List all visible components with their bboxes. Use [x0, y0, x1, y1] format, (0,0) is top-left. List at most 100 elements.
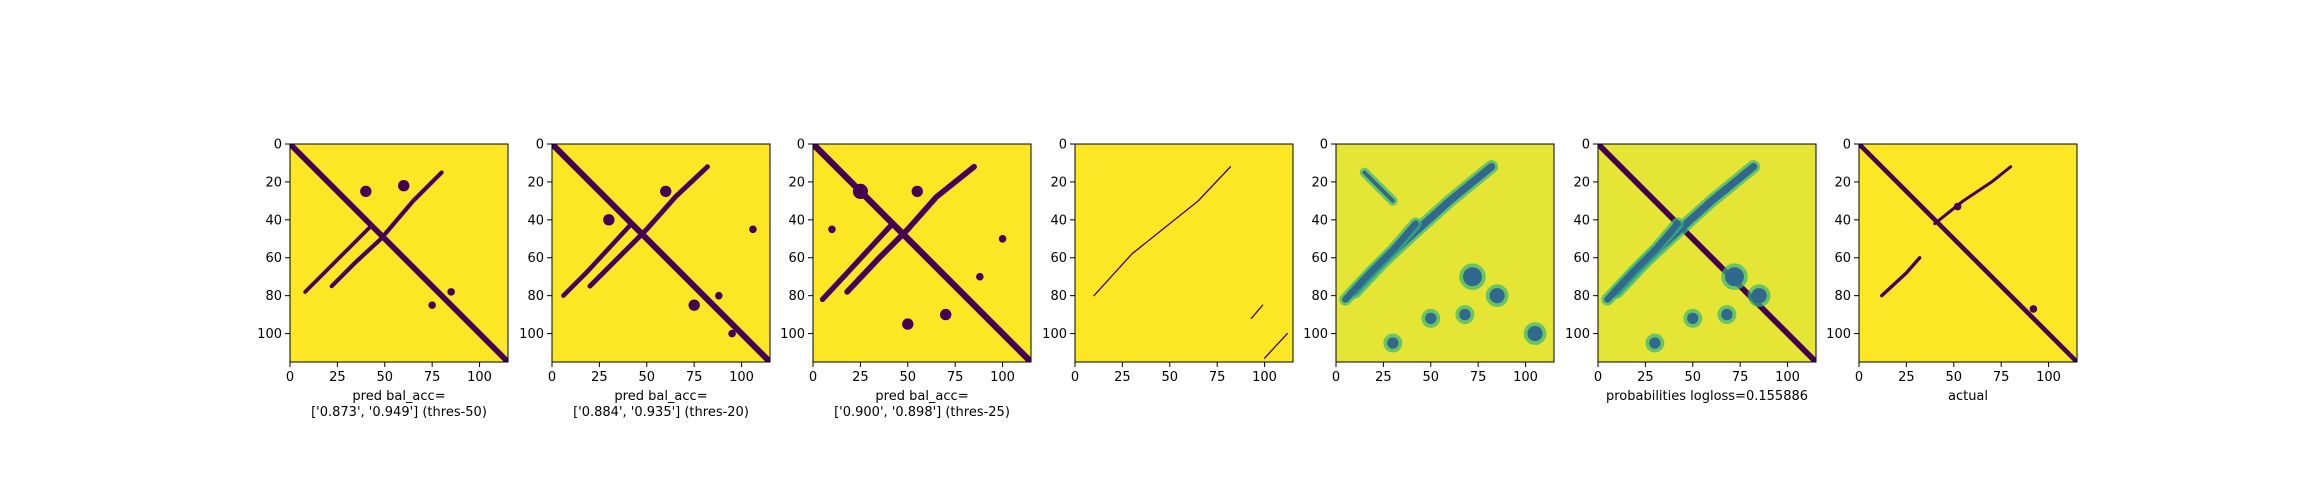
diagonal-band	[552, 144, 770, 362]
x-tick-label: 50	[1685, 370, 1702, 385]
y-tick-label: 0	[797, 138, 805, 153]
x-axis-label: pred bal_acc=	[352, 389, 445, 404]
x-axis-label: ['0.884', '0.935'] (thres-20)	[573, 405, 749, 420]
x-tick-label: 50	[900, 370, 917, 385]
axes-frame	[1074, 143, 1294, 363]
heatmap-panel-5: 0 25 50 75 100 0 20 40 60 80 100	[1303, 138, 1555, 385]
x-tick-label: 75	[1209, 370, 1226, 385]
y-tick-label: 0	[1843, 138, 1851, 153]
x-tick-label: 25	[329, 370, 346, 385]
contact-blob	[749, 225, 757, 234]
contact-curve	[844, 163, 977, 295]
y-tick-label: 100	[780, 327, 805, 342]
contact-blob	[603, 214, 615, 226]
contact-blob	[852, 183, 868, 199]
y-tick-label: 40	[1573, 213, 1590, 228]
y-tick-label: 100	[1565, 327, 1590, 342]
x-tick-label: 25	[1898, 370, 1915, 385]
contact-curve	[303, 225, 372, 294]
contact-blob	[1649, 337, 1661, 349]
x-tick-label: 50	[377, 370, 394, 385]
x-tick-label: 100	[1252, 370, 1277, 385]
contact-blob	[1425, 312, 1437, 325]
contact-curve	[819, 220, 896, 303]
y-tick-label: 100	[519, 327, 544, 342]
axes-frame	[1597, 143, 1817, 363]
heatmap-image	[1859, 144, 2077, 362]
contact-blob	[1687, 312, 1699, 325]
y-tick-label: 80	[1050, 289, 1067, 304]
axes-frame	[551, 143, 771, 363]
contact-curve	[561, 221, 634, 298]
contact-curve	[1342, 220, 1419, 303]
y-tick-label: 40	[265, 213, 282, 228]
y-tick-label: 0	[1059, 138, 1067, 153]
contact-curve	[1362, 170, 1395, 203]
y-tick-label: 100	[1042, 327, 1067, 342]
contact-blob	[398, 180, 410, 192]
x-tick-label: 0	[286, 370, 294, 385]
contact-blob	[1751, 288, 1767, 304]
axes-frame	[1335, 143, 1555, 363]
y-tick-label: 0	[536, 138, 544, 153]
y-tick-label: 40	[1311, 213, 1328, 228]
y-tick-label: 80	[1311, 289, 1328, 304]
x-tick-label: 0	[1332, 370, 1340, 385]
x-tick-label: 25	[591, 370, 608, 385]
y-tick-label: 40	[788, 213, 805, 228]
contact-blob	[828, 225, 836, 234]
contact-blob	[660, 185, 672, 198]
contact-blob	[728, 329, 736, 338]
y-tick-label: 80	[527, 289, 544, 304]
y-tick-label: 60	[265, 251, 282, 266]
y-tick-label: 80	[1834, 289, 1851, 304]
contact-blob	[1721, 308, 1733, 321]
contact-blob	[2029, 305, 2038, 313]
y-tick-label: 60	[1573, 251, 1590, 266]
diagonal-band	[813, 144, 1031, 362]
diagonal-band	[1598, 144, 1816, 362]
contact-curve	[1263, 332, 1288, 359]
diagonal-band	[1859, 144, 2077, 362]
x-tick-label: 50	[1423, 370, 1440, 385]
x-tick-label: 25	[1375, 370, 1392, 385]
y-tick-label: 80	[788, 289, 805, 304]
contact-blob	[1387, 337, 1399, 349]
x-tick-label: 0	[1855, 370, 1863, 385]
x-tick-label: 25	[852, 370, 869, 385]
contact-curve	[1604, 220, 1681, 303]
x-tick-label: 0	[1594, 370, 1602, 385]
y-tick-label: 20	[1311, 175, 1328, 190]
x-tick-label: 50	[1946, 370, 1963, 385]
contact-blob	[902, 318, 914, 330]
contact-blob	[715, 291, 723, 300]
y-tick-label: 60	[1834, 251, 1851, 266]
y-tick-label: 20	[1834, 175, 1851, 190]
y-tick-label: 40	[1834, 213, 1851, 228]
axes-frame	[1858, 143, 2078, 363]
contact-blob	[360, 185, 372, 198]
y-tick-label: 80	[1573, 289, 1590, 304]
y-tick-label: 40	[1050, 213, 1067, 228]
y-tick-label: 0	[1320, 138, 1328, 153]
x-tick-label: 100	[990, 370, 1015, 385]
y-tick-label: 0	[1582, 138, 1590, 153]
y-tick-label: 60	[788, 251, 805, 266]
x-axis-label: pred bal_acc=	[875, 389, 968, 404]
x-tick-label: 75	[424, 370, 441, 385]
diagonal-band	[290, 144, 508, 362]
contact-blob	[976, 272, 984, 281]
contact-blob	[1489, 288, 1505, 304]
x-tick-label: 75	[947, 370, 964, 385]
x-tick-label: 75	[1732, 370, 1749, 385]
axes-frame	[289, 143, 509, 363]
contact-blob	[1527, 325, 1543, 342]
contact-blob	[688, 299, 700, 311]
contact-curve	[329, 170, 444, 289]
heatmap-panel-1: 0 25 50 75 100 0 20 40 60 80 100 pred bal_acc=['0.8…	[257, 138, 509, 420]
x-tick-label: 25	[1637, 370, 1654, 385]
contact-curve	[1093, 166, 1232, 297]
contact-blob	[1725, 267, 1744, 287]
contact-blob	[998, 234, 1007, 243]
